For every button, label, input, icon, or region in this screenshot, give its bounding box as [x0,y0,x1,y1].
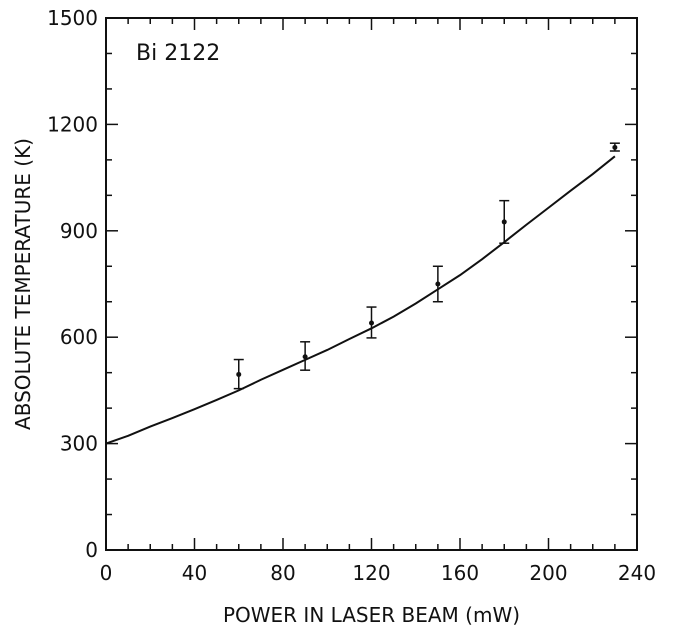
axis-ticks [105,17,638,551]
y-tick-label: 300 [60,432,98,456]
data-points [233,142,620,390]
data-point-with-error-bar [499,199,510,244]
y-tick-label: 1200 [47,112,98,136]
data-point-with-error-bar [300,341,311,371]
x-tick-label: 200 [529,561,567,585]
x-tick-label: 80 [270,561,295,585]
data-point-marker [435,281,441,287]
data-point-marker [501,219,507,225]
x-tick-label: 240 [618,561,656,585]
x-axis-title: POWER IN LASER BEAM (mW) [223,603,520,627]
data-point-with-error-bar [432,265,443,303]
chart-annotation: Bi 2122 [136,41,220,66]
data-point-with-error-bar [366,306,377,339]
data-point-with-error-bar [233,358,244,390]
data-point-marker [236,371,242,377]
axis-tick-labels: 0 40 80 120 160 200 240 0 300 600 900 1200 1500 [47,6,656,585]
data-point-marker [369,320,374,326]
x-tick-label: 0 [100,561,113,585]
x-tick-label: 120 [352,561,390,585]
x-tick-label: 40 [182,561,207,585]
plot-frame [105,17,638,551]
y-tick-label: 600 [60,325,98,349]
y-tick-label: 900 [60,219,98,243]
y-axis-title: ABSOLUTE TEMPERATURE (K) [11,138,35,430]
y-tick-label: 0 [85,538,98,562]
temperature-curve [105,155,616,445]
x-tick-label: 160 [441,561,479,585]
y-tick-label: 1500 [47,6,98,30]
data-point-marker [302,354,308,360]
data-point-marker [612,144,618,150]
data-point-with-error-bar [609,142,620,152]
